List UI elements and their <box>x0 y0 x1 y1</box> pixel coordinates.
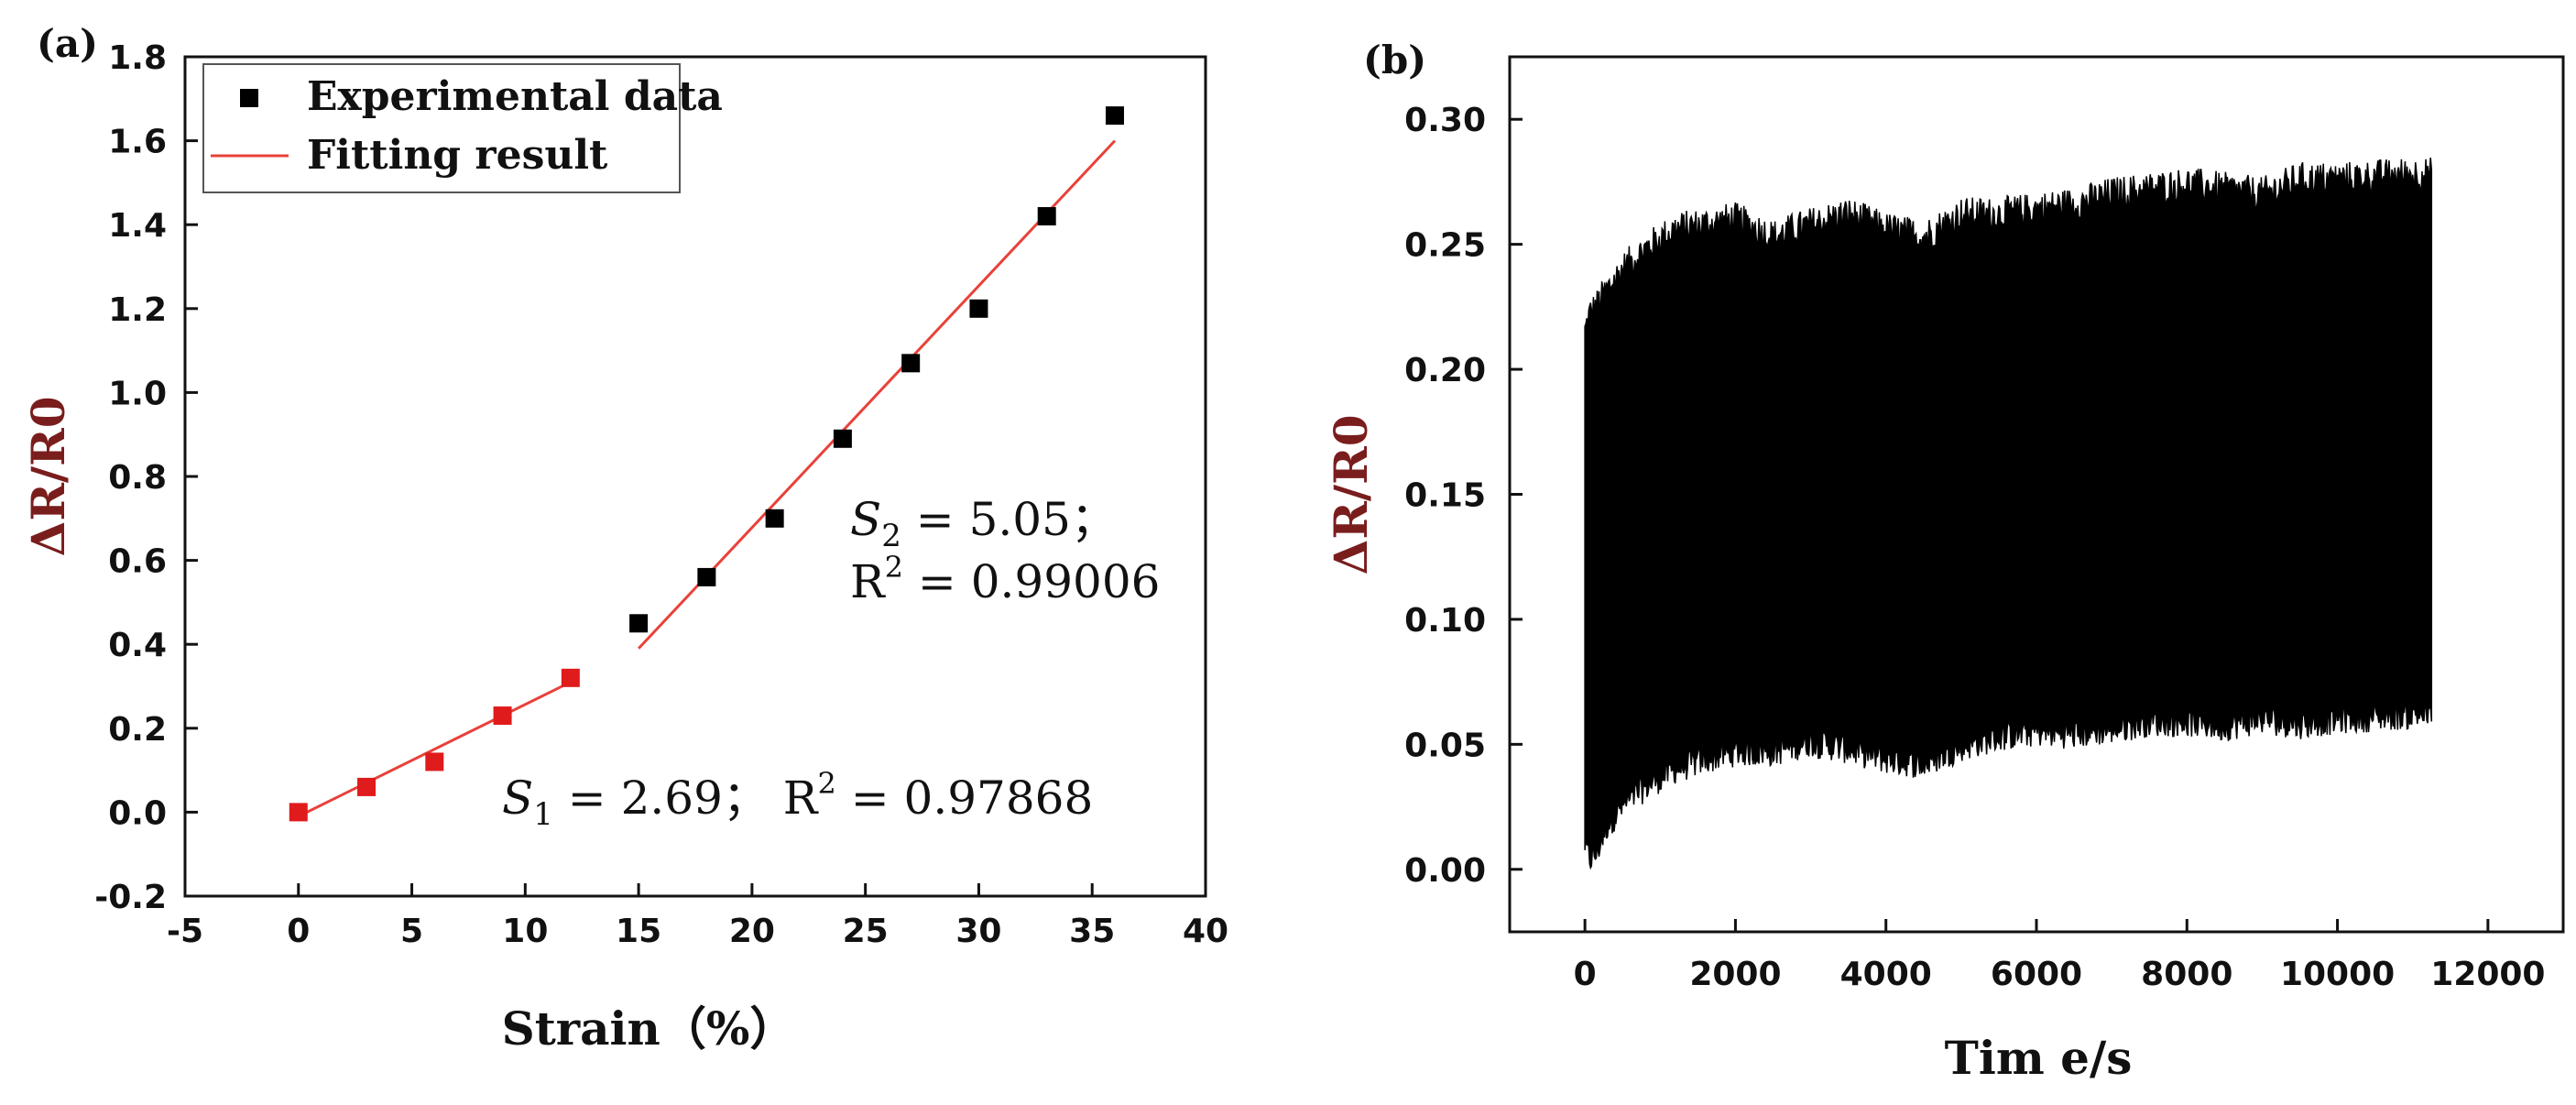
y-tick-label: 1.0 <box>108 375 167 412</box>
data-points <box>289 106 1124 822</box>
x-tick-label: 5 <box>400 913 423 950</box>
annotation-r2-fit2: R2 = 0.99006 <box>850 550 1160 608</box>
plot-a-ticks: -5 0 5 10 15 20 25 30 35 40 -0.2 0.0 0.2 0.4 0.6 0.8 1.0… <box>94 39 1228 950</box>
y-tick-label: 1.6 <box>108 124 167 161</box>
x-tick-label: 0 <box>287 913 310 950</box>
y-tick-label: 1.4 <box>108 207 167 245</box>
legend-a: Experimental data Fitting result <box>202 63 723 193</box>
legend-experimental-data: Experimental data <box>307 73 723 120</box>
x-tick-label: 0 <box>1574 956 1597 993</box>
data-point <box>1105 106 1124 126</box>
data-point <box>765 509 784 528</box>
y-axis-title: ΔR/R0 <box>1324 415 1378 575</box>
panel-a-label: (a) <box>37 21 98 66</box>
y-axis-title: ΔR/R0 <box>21 397 75 557</box>
panel-b: (b) 0 2000 4000 6000 8000 10000 120000.000.050… <box>1324 38 2565 1085</box>
x-tick-label: 10000 <box>2280 956 2395 993</box>
x-tick-label: 6000 <box>1991 956 2082 993</box>
data-point <box>493 706 512 726</box>
x-tick-label: -5 <box>167 913 203 950</box>
data-point <box>425 752 444 771</box>
annotation-s1: S1 = 2.69； R2 = 0.97868 <box>502 766 1093 833</box>
y-tick-label: 0.20 <box>1404 352 1486 389</box>
y-tick-label: 0.00 <box>1404 852 1486 890</box>
y-tick-label: 0.05 <box>1404 727 1486 764</box>
legend-box <box>202 63 681 193</box>
y-tick-label: 0.10 <box>1404 602 1486 640</box>
y-tick-label: 0.6 <box>108 543 167 581</box>
signal-trace <box>1584 157 2433 870</box>
x-tick-label: 4000 <box>1840 956 1932 993</box>
panel-b-label: (b) <box>1363 38 1426 82</box>
x-tick-label: 10 <box>502 913 548 950</box>
data-point <box>697 567 716 586</box>
x-tick-label: 35 <box>1069 913 1115 950</box>
data-point <box>561 668 580 687</box>
fit-line <box>638 139 1117 650</box>
y-tick-label: 0.30 <box>1404 102 1486 139</box>
data-point <box>357 777 377 796</box>
x-tick-label: 20 <box>729 913 775 950</box>
x-axis-title: Strain（%） <box>502 1001 796 1056</box>
y-tick-label: 1.8 <box>108 39 167 77</box>
y-tick-label: 0.4 <box>108 627 167 664</box>
panel-a: (a) -5 0 5 10 15 20 25 30 35 40 -0.2 0.0 0.2 0.4 0.6 0.… <box>21 21 1228 1056</box>
data-point <box>1037 207 1056 226</box>
x-tick-label: 15 <box>616 913 661 950</box>
annotation-s2: S2 = 5.05； <box>850 493 1117 554</box>
x-tick-label: 12000 <box>2430 956 2545 993</box>
y-tick-label: 0.0 <box>108 794 167 832</box>
y-tick-label: -0.2 <box>94 879 167 916</box>
x-tick-label: 30 <box>955 913 1001 950</box>
legend-square-marker <box>240 89 258 107</box>
data-point <box>901 354 921 373</box>
data-point <box>629 614 649 633</box>
y-tick-label: 0.15 <box>1404 477 1486 515</box>
data-point <box>969 299 988 318</box>
fit-lines <box>298 139 1117 818</box>
y-tick-label: 0.8 <box>108 459 167 497</box>
x-tick-label: 40 <box>1183 913 1228 950</box>
data-point <box>289 803 308 822</box>
y-tick-label: 0.2 <box>108 711 167 749</box>
y-tick-label: 1.2 <box>108 291 167 329</box>
y-tick-label: 0.25 <box>1404 227 1486 265</box>
signal-area <box>1584 157 2433 870</box>
plot-b-ticks: 0 2000 4000 6000 8000 10000 12000 0.00 0.05 0.10 0… <box>1404 102 2545 993</box>
legend-fitting-result: Fitting result <box>307 132 608 179</box>
x-axis-title: Tim e/s <box>1945 1031 2133 1085</box>
x-tick-label: 2000 <box>1689 956 1781 993</box>
x-tick-label: 8000 <box>2141 956 2232 993</box>
data-point <box>833 429 852 448</box>
x-tick-label: 25 <box>843 913 889 950</box>
fit-line <box>298 681 572 818</box>
